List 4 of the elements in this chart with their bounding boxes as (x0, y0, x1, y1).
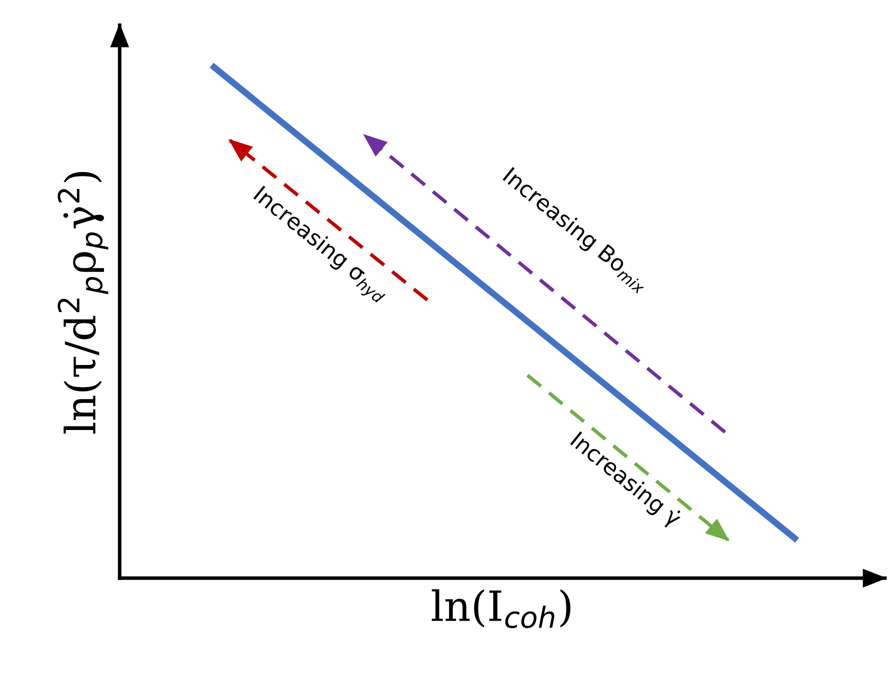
annotation: Increasing Bo$_{mix}$ (500, 166, 652, 296)
x-axis-title: ln(I$_{coh}$) (432, 589, 570, 628)
annotation: Increasing σ$_{hyd}$ (249, 185, 391, 306)
y-axis-title: ln(τ/d$^{2}$$_{p}$ρ$_{p}$γ̇$^{2}$) (58, 172, 108, 434)
